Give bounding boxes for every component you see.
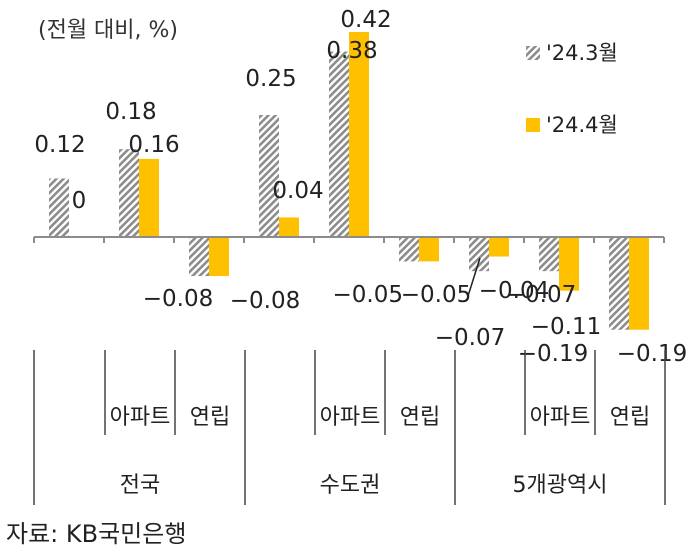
- group-label: 수도권: [320, 473, 381, 498]
- bar-s1-c4: [259, 115, 279, 237]
- value-label-s1-c2: 0.18: [105, 99, 156, 125]
- group-label: 전국: [120, 473, 160, 498]
- value-label-s2-c7: −0.04: [479, 278, 549, 304]
- value-label-s2-c8: −0.11: [531, 314, 601, 340]
- value-label-s2-c1: 0: [72, 188, 87, 214]
- unit-label: (전월 대비, %): [38, 18, 179, 43]
- value-label-s1-c4: 0.25: [245, 66, 296, 92]
- bar-s1-c7: [469, 237, 489, 272]
- bar-s2-c9: [629, 237, 649, 330]
- bar-s2-c4: [279, 217, 299, 237]
- bar-s2-c3: [209, 237, 229, 277]
- value-label-s2-c9: −0.19: [617, 341, 687, 367]
- category-label: 아파트: [110, 405, 171, 430]
- bar-s1-c2: [119, 149, 139, 237]
- category-label: 연립: [400, 405, 440, 430]
- source-note: 자료: KB국민은행: [6, 520, 187, 548]
- bar-s1-c5: [329, 51, 349, 238]
- bar-s1-c6: [399, 237, 419, 262]
- value-label-s1-c8: −0.07: [506, 282, 576, 308]
- legend-swatch-s2: [526, 118, 540, 132]
- legend-swatch-s1: [526, 46, 540, 60]
- legend-label-s2: '24.4월: [546, 113, 618, 137]
- leader-line: [467, 257, 481, 297]
- bar-s1-c8: [539, 237, 559, 272]
- group-label: 5개광역시: [513, 473, 608, 498]
- bar-s2-c8: [559, 237, 579, 291]
- value-label-s1-c1: 0.12: [34, 132, 85, 158]
- category-label: 연립: [610, 405, 650, 430]
- value-label-s2-c2: 0.16: [128, 132, 179, 158]
- value-label-s2-c3: −0.08: [230, 288, 300, 314]
- bar-s1-c3: [189, 237, 209, 277]
- value-label-s2-c5: 0.42: [340, 7, 391, 33]
- bar-s2-c2: [139, 158, 159, 237]
- bar-s2-c5: [349, 32, 369, 237]
- bar-s1-c1: [49, 178, 69, 237]
- value-label-s1-c3: −0.08: [143, 286, 213, 312]
- value-label-s1-c6: −0.05: [333, 282, 403, 308]
- category-label: 연립: [190, 405, 230, 430]
- value-label-s2-c6: −0.05: [401, 282, 471, 308]
- legend-label-s1: '24.3월: [546, 41, 618, 65]
- value-label-s1-c9: −0.19: [518, 341, 588, 367]
- value-label-s1-c5: 0.38: [326, 38, 377, 64]
- bar-s1-c9: [609, 237, 629, 330]
- bar-s2-c7: [489, 237, 509, 257]
- category-label: 아파트: [530, 405, 591, 430]
- value-label-s2-c4: 0.04: [272, 178, 323, 204]
- value-label-s1-c7: −0.07: [435, 325, 505, 351]
- category-label: 아파트: [320, 405, 381, 430]
- bar-s2-c6: [419, 237, 439, 262]
- bar-chart: 0.12 0.18 −0.08 0.25 0.38 −0.05 −0.07−0.07 −0.1…: [33, 7, 687, 505]
